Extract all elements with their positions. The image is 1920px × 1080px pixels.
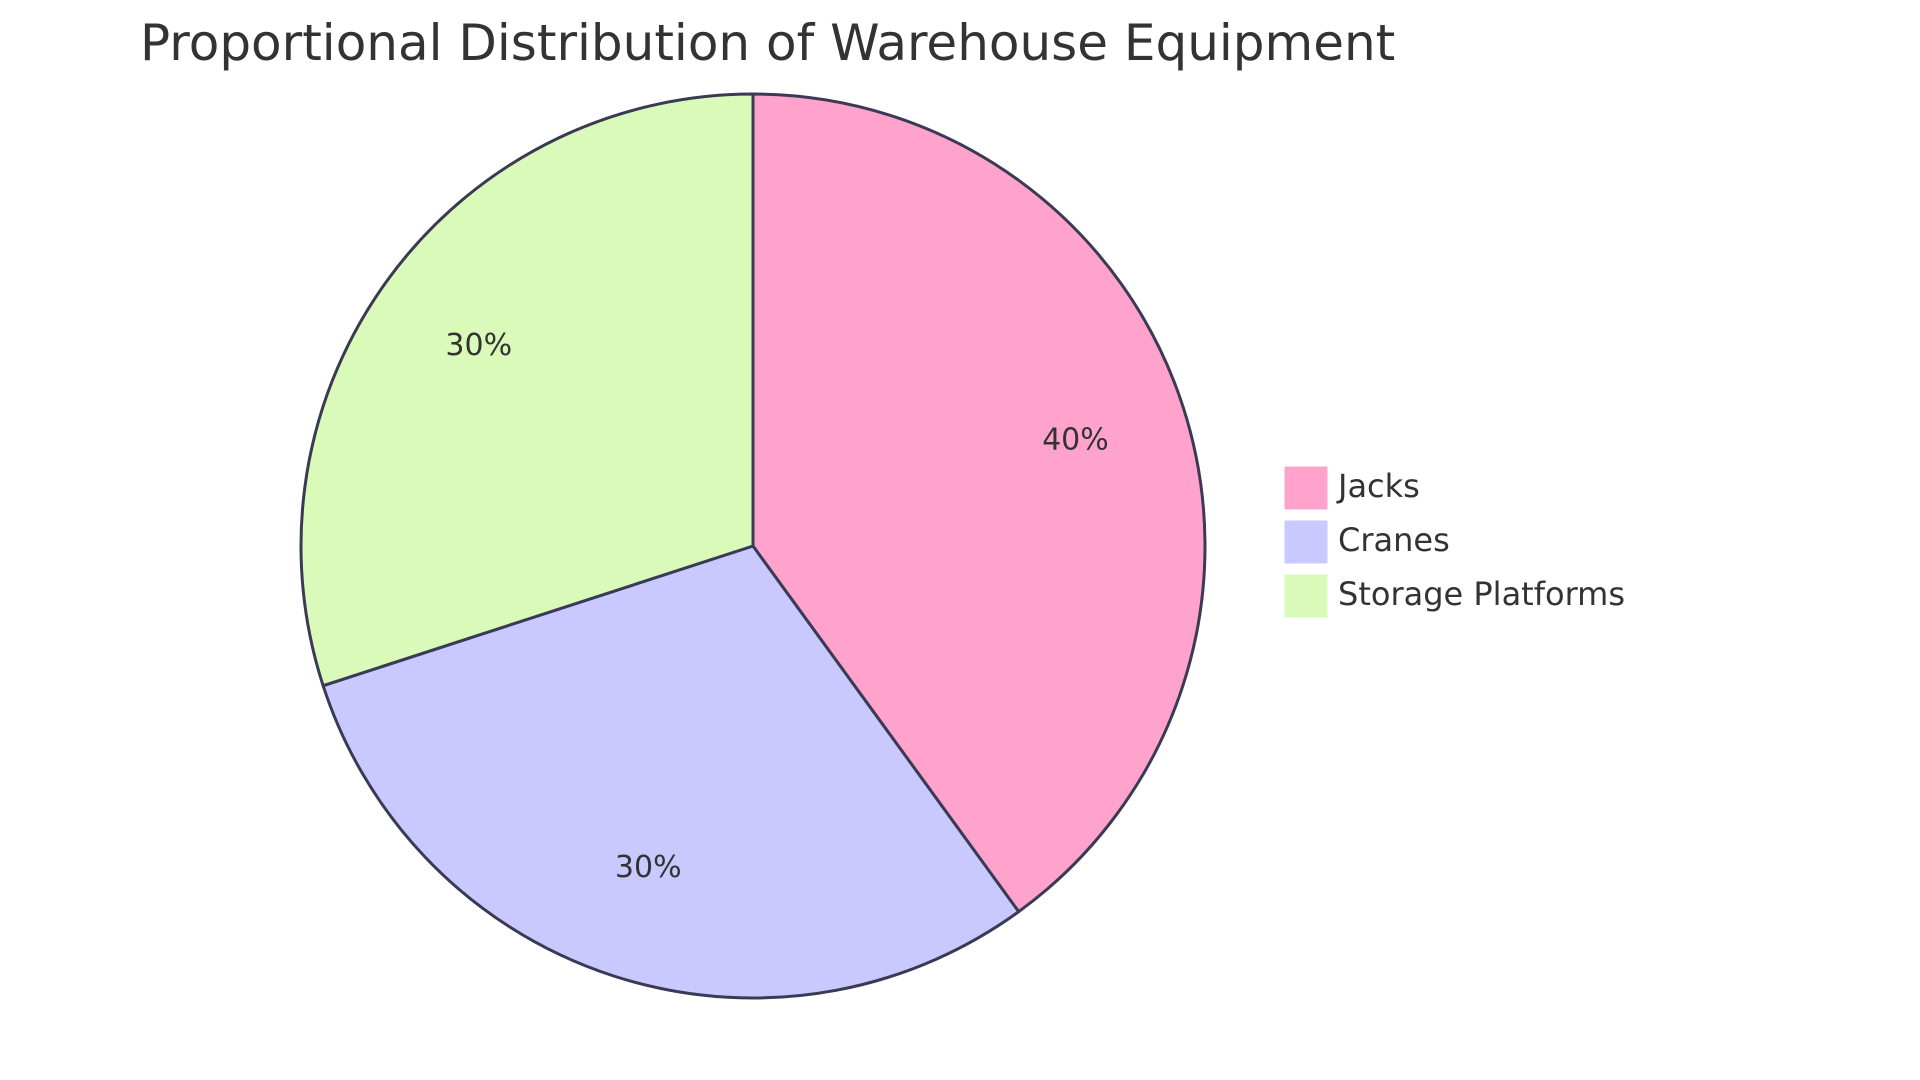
slice-label-storage-platforms: 30%: [445, 328, 512, 363]
legend-label-cranes: Cranes: [1338, 521, 1450, 559]
pie-slice-labels: 40% 30% 30%: [445, 328, 1108, 885]
legend-label-storage-platforms: Storage Platforms: [1338, 575, 1625, 613]
chart-title: Proportional Distribution of Warehouse E…: [140, 14, 1395, 72]
legend-label-jacks: Jacks: [1336, 467, 1420, 505]
pie-slice-cranes: [321, 544, 1021, 1000]
pie-slice-storage-platforms: [299, 92, 755, 688]
slice-label-cranes: 30%: [615, 850, 682, 885]
legend-swatch-jacks: [1283, 465, 1329, 511]
pie-slices: [299, 92, 1207, 1000]
pie-slice-jacks: [751, 92, 1207, 914]
slice-label-jacks: 40%: [1042, 423, 1109, 458]
legend-swatch-storage-platforms: [1283, 573, 1329, 619]
legend: Jacks Cranes Storage Platforms: [1283, 465, 1625, 619]
legend-swatch-cranes: [1283, 519, 1329, 565]
